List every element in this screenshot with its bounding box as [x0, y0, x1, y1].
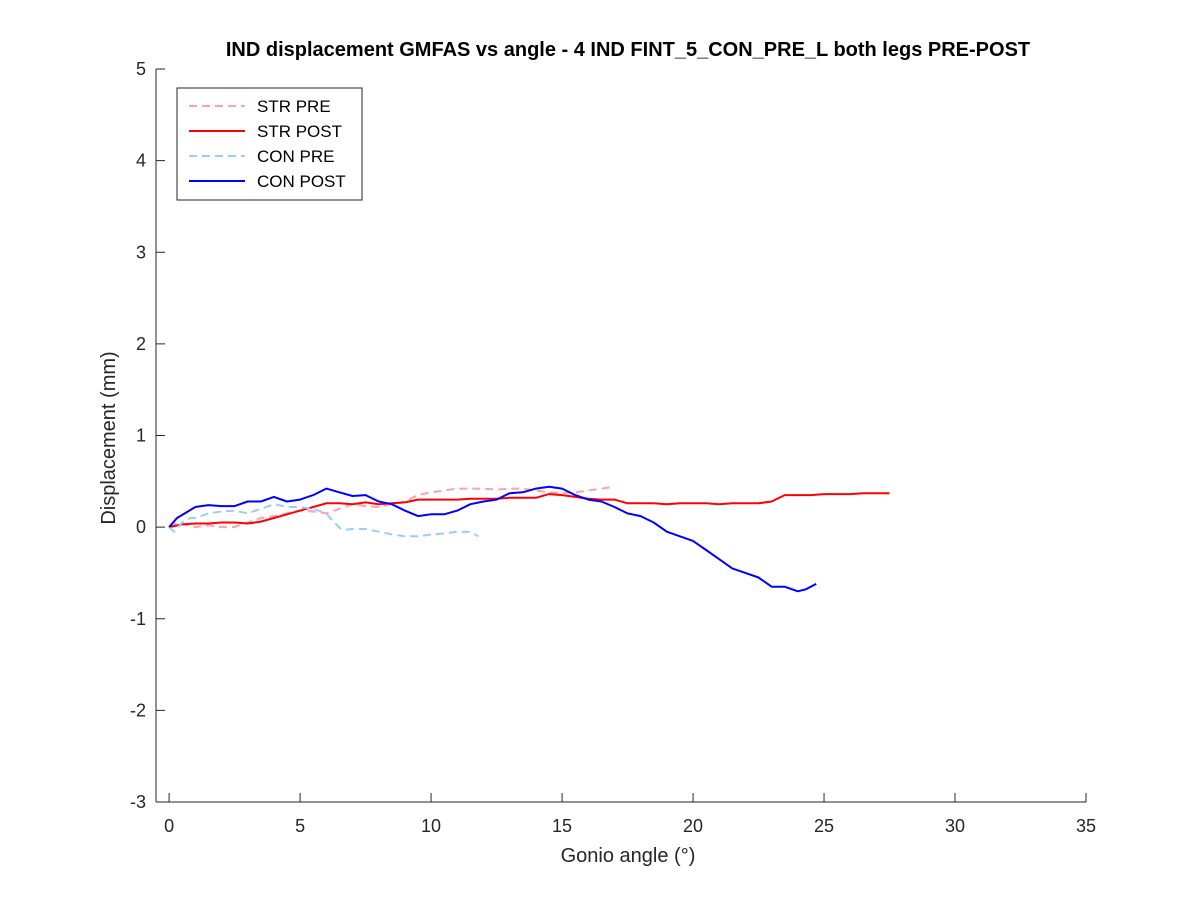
x-tick-label: 15 [552, 816, 572, 836]
axes-layer: 0 5 10 15 20 25 30 35 -3 -2 -1 0 1 2 3 4 5 [130, 59, 1096, 836]
series-layer [168, 485, 890, 593]
x-tick-label: 35 [1076, 816, 1096, 836]
y-axis-label: Displacement (mm) [98, 351, 120, 524]
y-tick-label: 1 [136, 426, 146, 446]
legend: STR PRE STR POST CON PRE CON POST [176, 87, 363, 201]
y-tick-label: 0 [136, 517, 146, 537]
x-tick-label: 20 [683, 816, 703, 836]
x-tick-label: 25 [814, 816, 834, 836]
y-tick-label: 4 [136, 151, 146, 171]
x-tick-label: 0 [164, 816, 174, 836]
series-line-con-pre [168, 503, 479, 538]
x-axis-label: Gonio angle (°) [561, 845, 696, 867]
y-tick-label: -3 [130, 792, 146, 812]
x-tick-label: 5 [295, 816, 305, 836]
y-tick-label: 3 [136, 242, 146, 262]
legend-label: STR PRE [257, 97, 331, 116]
y-tick-label: 5 [136, 59, 146, 79]
legend-label: STR POST [257, 122, 342, 141]
series-line-con-post [168, 485, 817, 593]
legend-label: CON POST [257, 172, 346, 191]
x-tick-label: 10 [421, 816, 441, 836]
series-line-str-post [168, 492, 890, 529]
legend-label: CON PRE [257, 147, 334, 166]
y-tick-label: -2 [130, 700, 146, 720]
series-line-str-pre [168, 485, 615, 529]
y-tick-label: -1 [130, 609, 146, 629]
chart-title: IND displacement GMFAS vs angle - 4 IND … [226, 39, 1030, 61]
x-tick-label: 30 [945, 816, 965, 836]
y-tick-label: 2 [136, 334, 146, 354]
